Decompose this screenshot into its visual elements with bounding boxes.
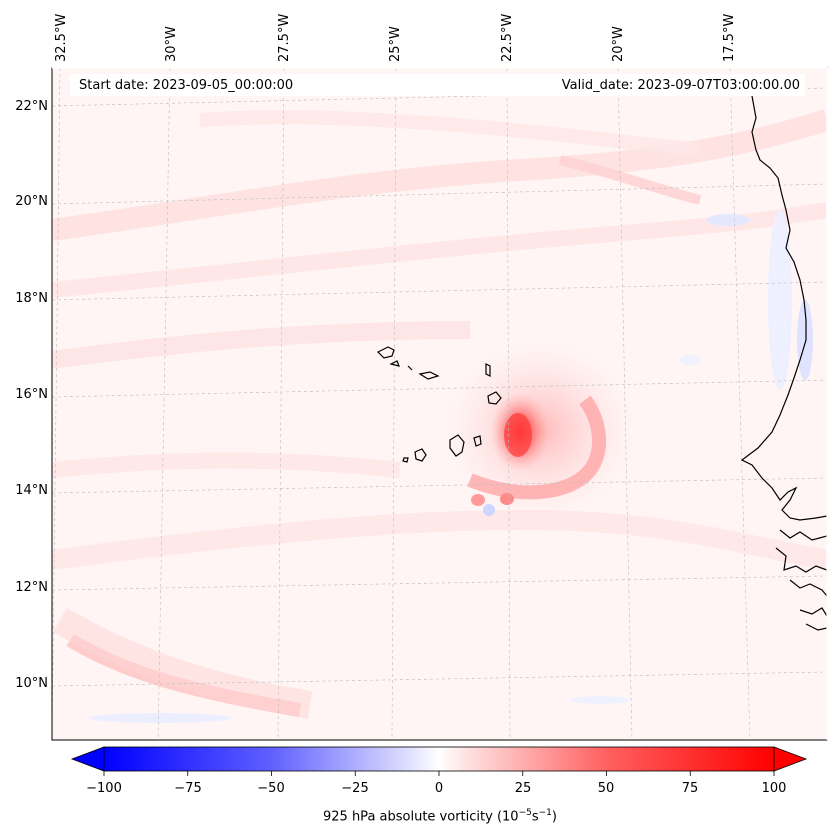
lat-label: 22°N [15, 99, 48, 114]
lat-label: 18°N [15, 291, 48, 306]
colorbar-tick-label: −75 [174, 781, 202, 796]
lon-label: 17.5°W [722, 13, 737, 62]
lon-label: 22.5°W [500, 13, 515, 62]
lat-label: 10°N [15, 676, 48, 691]
lat-label: 16°N [15, 387, 48, 402]
colorbar-label: 925 hPa absolute vorticity (10−5s−1) [0, 808, 837, 824]
coastlines [740, 95, 827, 631]
start-date-text: Start date: 2023-09-05_00:00:00 [79, 78, 294, 93]
colorbar-tick-label: 0 [434, 781, 444, 796]
colorbar-label-mid: s [531, 809, 539, 825]
colorbar-tick-label: 25 [514, 781, 532, 796]
colorbar-label-end: ) [551, 809, 557, 825]
lat-label: 14°N [15, 483, 48, 498]
colorbar-tick-label: −100 [86, 781, 122, 796]
lat-label: 12°N [15, 580, 48, 595]
colorbar-extend-right [773, 746, 808, 772]
colorbar-extend-left [70, 746, 105, 772]
colorbar-tick-label: 75 [681, 781, 699, 796]
colorbar-tick-label: −25 [341, 781, 369, 796]
lon-label: 25°W [388, 26, 403, 62]
header-bar [70, 74, 805, 96]
colorbar-body [103, 746, 775, 772]
colorbar-label-exp2: −1 [538, 808, 552, 818]
cape-verde-islands [376, 346, 502, 463]
lon-label: 20°W [611, 26, 626, 62]
colorbar-tick-label: −50 [257, 781, 285, 796]
colorbar-tick-label: 50 [597, 781, 615, 796]
africa-coastline [740, 95, 827, 521]
valid-date-text: Valid_date: 2023-09-07T03:00:00.00 [561, 78, 800, 93]
graticule [51, 67, 828, 741]
colorbar-label-exp1: −5 [518, 808, 532, 818]
lon-label: 30°W [164, 26, 179, 62]
colorbar-label-main: 925 hPa absolute vorticity (10 [323, 809, 519, 825]
colorbar-tick-label: 100 [761, 781, 787, 796]
lat-label: 20°N [15, 194, 48, 209]
lon-label: 32.5°W [54, 13, 69, 62]
colorbar [70, 746, 808, 776]
lon-label: 27.5°W [277, 13, 292, 62]
